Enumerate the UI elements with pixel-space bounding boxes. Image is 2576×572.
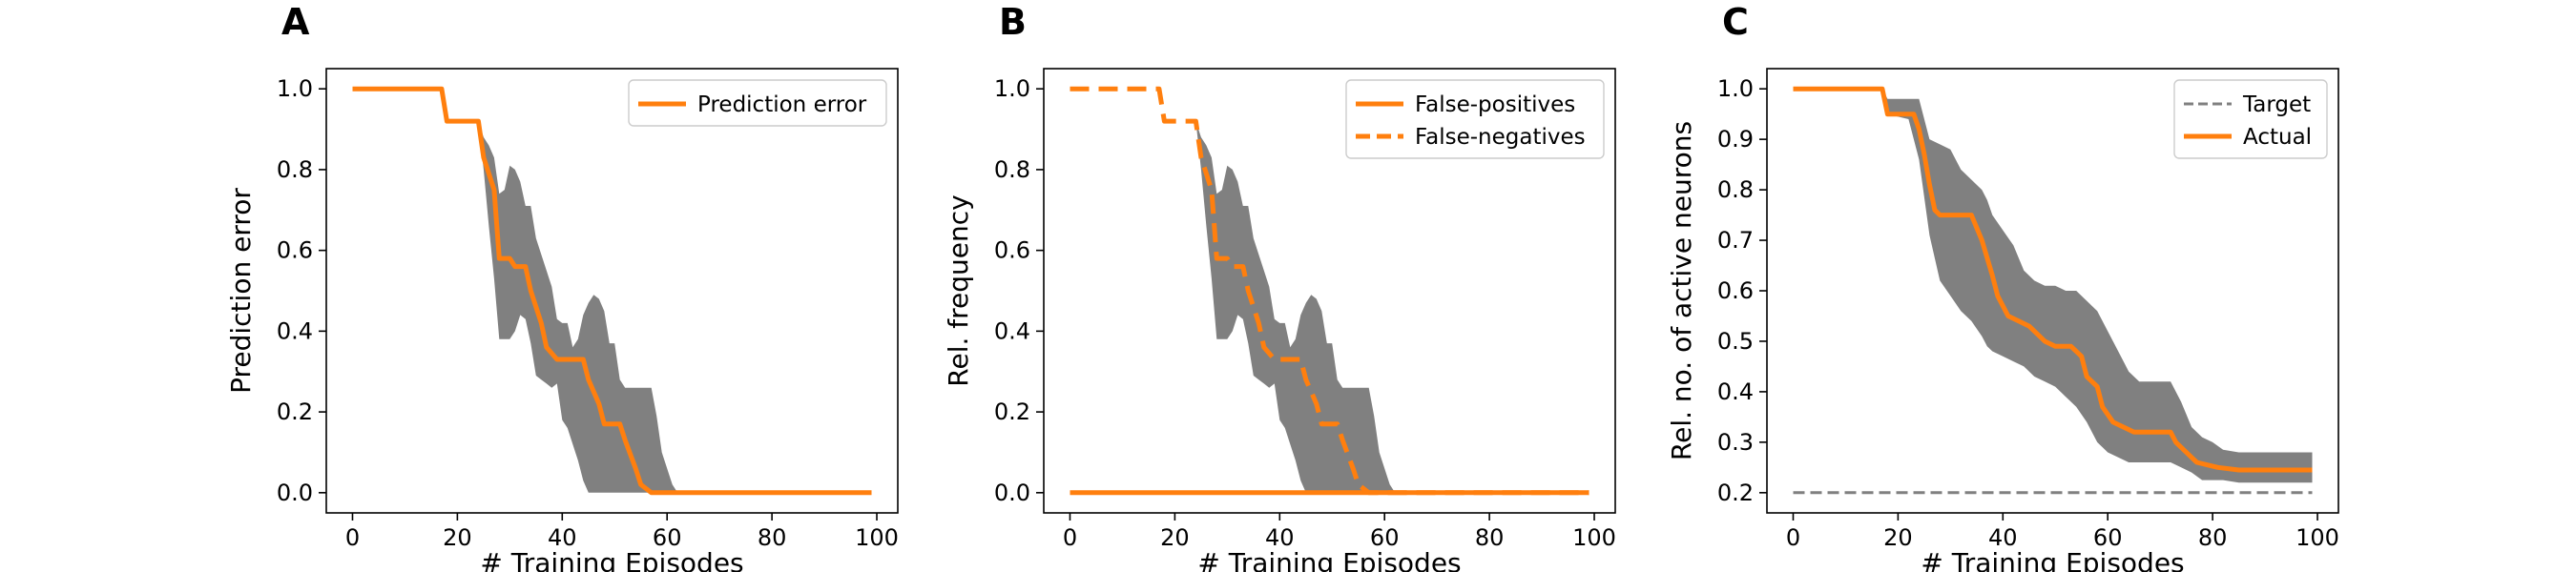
chart-a-y-tick-label: 0.6 bbox=[277, 237, 313, 264]
chart-b-axes-frame bbox=[1043, 68, 1616, 514]
chart-a-axes-frame bbox=[325, 68, 899, 514]
chart-b-x-tick-label: 20 bbox=[1160, 524, 1190, 551]
chart-b-x-tick-label: 60 bbox=[1370, 524, 1400, 551]
chart-c-y-tick-label: 0.5 bbox=[1717, 328, 1754, 355]
chart-a-x-tick-label: 80 bbox=[758, 524, 787, 551]
chart-c-y-tick-label: 0.3 bbox=[1717, 429, 1754, 456]
chart-b-y-tick-label: 0.8 bbox=[994, 156, 1030, 183]
chart-b-panel-letter: B bbox=[999, 1, 1027, 43]
chart-b-y-tick-label: 0.2 bbox=[994, 398, 1030, 425]
chart-c-variance-band bbox=[1793, 89, 2313, 483]
chart-c-x-tick-label: 80 bbox=[2198, 524, 2228, 551]
chart-a-panel-letter: A bbox=[281, 1, 310, 43]
chart-a-x-tick-label: 60 bbox=[653, 524, 682, 551]
chart-a-x-tick-label: 20 bbox=[443, 524, 472, 551]
chart-a-series-0-line bbox=[352, 86, 872, 496]
chart-a-legend: Prediction error bbox=[628, 79, 887, 127]
chart-a-panel: A 0 20 40 60 80 100 0.0 0.2 0.4 0.6 0.8 1.0 # Trainin… bbox=[225, 1, 899, 572]
chart-c-y-axis-label: Rel. no. of active neurons bbox=[1666, 121, 1697, 460]
chart-b-x-tick-label: 100 bbox=[1572, 524, 1616, 551]
chart-c-x-tick-label: 20 bbox=[1883, 524, 1913, 551]
chart-a-variance-band bbox=[352, 89, 872, 493]
chart-b-legend: False-positives False-negatives bbox=[1345, 79, 1605, 159]
chart-c-y-tick-label: 0.6 bbox=[1717, 277, 1754, 304]
chart-c-y-tick-label: 0.9 bbox=[1717, 126, 1754, 153]
chart-b-x-axis-label: # Training Episodes bbox=[1197, 547, 1461, 572]
chart-b-y-tick-label: 1.0 bbox=[994, 75, 1030, 102]
chart-a-y-tick-label: 0.4 bbox=[277, 317, 313, 344]
chart-b-y-tick-label: 0.0 bbox=[994, 480, 1030, 506]
chart-c-y-tick-label: 1.0 bbox=[1717, 75, 1754, 102]
chart-b-panel: B 0 20 40 60 80 100 0.0 0.2 0.4 0.6 0.8 1.0 # Trainin… bbox=[943, 1, 1616, 572]
chart-c-x-tick-label: 60 bbox=[2093, 524, 2123, 551]
chart-c-x-tick-label: 40 bbox=[1988, 524, 2018, 551]
chart-c-x-tick-label: 100 bbox=[2296, 524, 2339, 551]
chart-c-x-axis-label: # Training Episodes bbox=[1921, 547, 2184, 572]
chart-c-legend-label-0: Target bbox=[2242, 92, 2311, 117]
chart-c-y-tick-label: 0.8 bbox=[1717, 176, 1754, 203]
chart-c-y-tick-label: 0.7 bbox=[1717, 227, 1754, 254]
chart-b-y-axis-label: Rel. frequency bbox=[943, 194, 974, 386]
chart-b-x-tick-label: 80 bbox=[1475, 524, 1505, 551]
chart-b-legend-box bbox=[1345, 79, 1605, 159]
chart-c-y-tick-label: 0.2 bbox=[1717, 480, 1754, 506]
chart-b-legend-label-1: False-negatives bbox=[1415, 125, 1586, 150]
chart-a-y-tick-label: 0.8 bbox=[277, 156, 313, 183]
chart-b-variance-band bbox=[1070, 89, 1589, 493]
chart-a-x-tick-label: 0 bbox=[345, 524, 360, 551]
chart-c-x-tick-label: 0 bbox=[1786, 524, 1800, 551]
chart-c-legend-label-1: Actual bbox=[2243, 125, 2312, 150]
chart-a-legend-label-0: Prediction error bbox=[697, 92, 867, 117]
chart-a-x-tick-label: 100 bbox=[855, 524, 899, 551]
chart-c-panel: C 0 20 40 60 80 100 0.2 0.3 0.4 0.5 0.6 0.7 0.8 0.9 1.0… bbox=[1666, 1, 2339, 572]
chart-c-y-tick-label: 0.4 bbox=[1717, 378, 1754, 405]
chart-c-panel-letter: C bbox=[1722, 1, 1749, 43]
chart-b-x-tick-label: 0 bbox=[1063, 524, 1077, 551]
chart-b-y-tick-label: 0.4 bbox=[994, 317, 1030, 344]
chart-c-series-1-line bbox=[1793, 86, 2313, 473]
chart-a-x-axis-label: # Training Episodes bbox=[480, 547, 743, 572]
chart-b-y-tick-label: 0.6 bbox=[994, 237, 1030, 264]
chart-a-y-tick-label: 1.0 bbox=[277, 75, 313, 102]
chart-b-legend-label-0: False-positives bbox=[1415, 92, 1575, 117]
chart-b-x-tick-label: 40 bbox=[1265, 524, 1295, 551]
chart-a-legend-box bbox=[628, 79, 887, 127]
chart-a-y-tick-label: 0.0 bbox=[277, 480, 313, 506]
chart-c-legend: Target Actual bbox=[2173, 79, 2328, 159]
chart-a-y-tick-label: 0.2 bbox=[277, 398, 313, 425]
chart-b-series-1-line bbox=[1070, 86, 1589, 496]
chart-a-y-axis-label: Prediction error bbox=[225, 188, 257, 394]
chart-a-x-tick-label: 40 bbox=[548, 524, 577, 551]
